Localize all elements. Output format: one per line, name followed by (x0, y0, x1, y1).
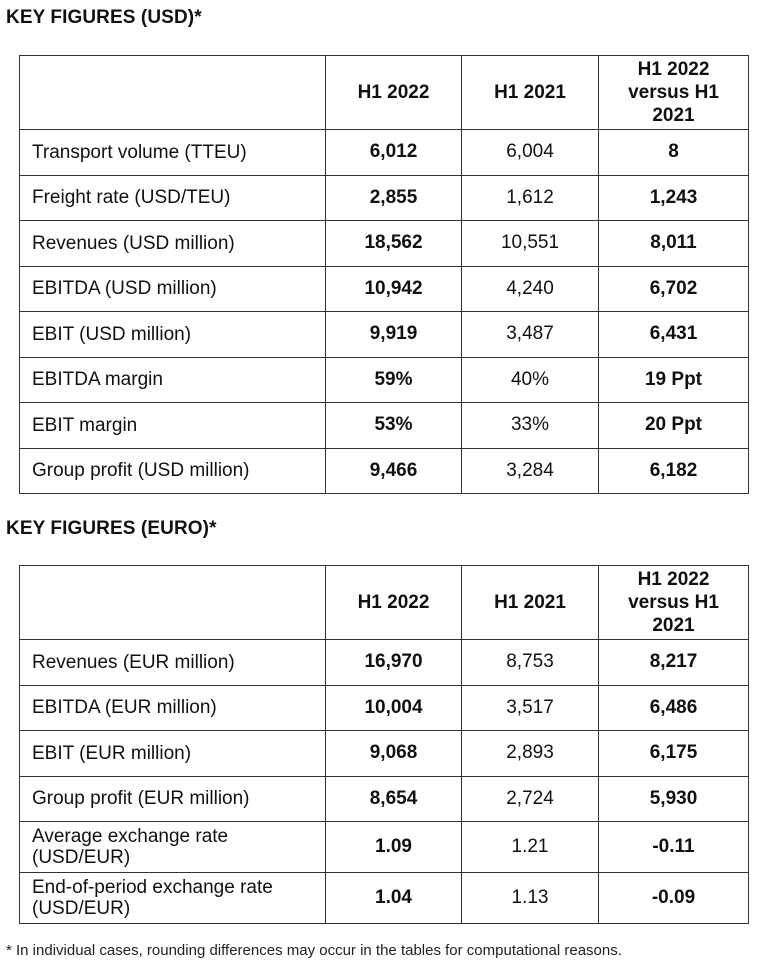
row-label: EBITDA (EUR million) (19, 684, 326, 731)
value-change: 6,486 (598, 684, 749, 731)
table-row: EBIT margin 53% 33% 20 Ppt (19, 402, 749, 449)
eur-section-title: KEY FIGURES (EURO)* (6, 518, 217, 539)
row-label-text: Average exchange rate (USD/EUR) (32, 826, 229, 868)
table-row: Group profit (EUR million) 8,654 2,724 5… (19, 775, 749, 822)
header-h1-2022: H1 2022 (325, 55, 462, 130)
row-label: EBITDA margin (19, 356, 326, 403)
table-row: Revenues (EUR million) 16,970 8,753 8,21… (19, 639, 749, 686)
table-row: EBITDA (USD million) 10,942 4,240 6,702 (19, 265, 749, 312)
header-h1-2021: H1 2021 (461, 565, 599, 640)
value-h1-2022: 9,068 (325, 730, 462, 777)
value-h1-2021: 3,487 (461, 311, 599, 358)
row-label: End-of-period exchange rate (USD/EUR) (19, 872, 326, 924)
value-h1-2021: 1.13 (461, 872, 599, 924)
header-empty-cell (19, 565, 326, 640)
row-label-text: End-of-period exchange rate (USD/EUR) (32, 877, 273, 919)
table-row: Freight rate (USD/TEU) 2,855 1,612 1,243 (19, 174, 749, 221)
table-row: EBITDA margin 59% 40% 19 Ppt (19, 356, 749, 403)
row-label: Average exchange rate (USD/EUR) (19, 821, 326, 873)
row-label: Group profit (USD million) (19, 447, 326, 494)
footnote: * In individual cases, rounding differen… (6, 942, 622, 959)
row-label: EBITDA (USD million) (19, 265, 326, 312)
value-change: 6,175 (598, 730, 749, 777)
value-h1-2021: 1,612 (461, 174, 599, 221)
value-change: 20 Ppt (598, 402, 749, 449)
header-change: H1 2022 versus H1 2021 (598, 565, 749, 640)
table-row: Transport volume (TTEU) 6,012 6,004 8 (19, 129, 749, 176)
value-change: 5,930 (598, 775, 749, 822)
header-change-text: H1 2022 versus H1 2021 (628, 569, 719, 636)
row-label: Revenues (EUR million) (19, 639, 326, 686)
value-change: 1,243 (598, 174, 749, 221)
value-h1-2022: 18,562 (325, 220, 462, 267)
table-row: EBIT (USD million) 9,919 3,487 6,431 (19, 311, 749, 358)
row-label: EBIT (USD million) (19, 311, 326, 358)
value-h1-2022: 53% (325, 402, 462, 449)
value-change: 6,182 (598, 447, 749, 494)
value-h1-2022: 10,942 (325, 265, 462, 312)
value-h1-2022: 16,970 (325, 639, 462, 686)
header-h1-2022: H1 2022 (325, 565, 462, 640)
value-h1-2021: 10,551 (461, 220, 599, 267)
value-h1-2022: 9,919 (325, 311, 462, 358)
header-empty-cell (19, 55, 326, 130)
value-h1-2022: 8,654 (325, 775, 462, 822)
usd-key-figures-table: H1 2022 H1 2021 H1 2022 versus H1 2021 T… (19, 55, 749, 494)
eur-key-figures-table: H1 2022 H1 2021 H1 2022 versus H1 2021 R… (19, 565, 749, 924)
value-h1-2022: 10,004 (325, 684, 462, 731)
value-change: -0.11 (598, 821, 749, 873)
table-row: Group profit (USD million) 9,466 3,284 6… (19, 447, 749, 494)
row-label: Freight rate (USD/TEU) (19, 174, 326, 221)
table-header-row: H1 2022 H1 2021 H1 2022 versus H1 2021 (19, 55, 749, 130)
value-h1-2022: 9,466 (325, 447, 462, 494)
value-h1-2021: 40% (461, 356, 599, 403)
table-row: EBIT (EUR million) 9,068 2,893 6,175 (19, 730, 749, 777)
value-change: 8,217 (598, 639, 749, 686)
row-label: Transport volume (TTEU) (19, 129, 326, 176)
value-h1-2022: 2,855 (325, 174, 462, 221)
table-header-row: H1 2022 H1 2021 H1 2022 versus H1 2021 (19, 565, 749, 640)
value-h1-2022: 59% (325, 356, 462, 403)
value-h1-2022: 6,012 (325, 129, 462, 176)
value-h1-2021: 2,893 (461, 730, 599, 777)
value-h1-2022: 1.09 (325, 821, 462, 873)
value-h1-2021: 3,284 (461, 447, 599, 494)
value-h1-2022: 1.04 (325, 872, 462, 924)
value-change: 8 (598, 129, 749, 176)
header-h1-2021: H1 2021 (461, 55, 599, 130)
row-label: Revenues (USD million) (19, 220, 326, 267)
value-change: 19 Ppt (598, 356, 749, 403)
row-label: Group profit (EUR million) (19, 775, 326, 822)
row-label: EBIT (EUR million) (19, 730, 326, 777)
header-change: H1 2022 versus H1 2021 (598, 55, 749, 130)
value-h1-2021: 6,004 (461, 129, 599, 176)
header-change-text: H1 2022 versus H1 2021 (628, 59, 719, 126)
table-row: Average exchange rate (USD/EUR) 1.09 1.2… (19, 821, 749, 873)
table-row: End-of-period exchange rate (USD/EUR) 1.… (19, 872, 749, 924)
value-h1-2021: 33% (461, 402, 599, 449)
value-h1-2021: 3,517 (461, 684, 599, 731)
value-h1-2021: 2,724 (461, 775, 599, 822)
row-label: EBIT margin (19, 402, 326, 449)
table-row: Revenues (USD million) 18,562 10,551 8,0… (19, 220, 749, 267)
value-change: 6,702 (598, 265, 749, 312)
usd-section-title: KEY FIGURES (USD)* (6, 7, 202, 28)
table-row: EBITDA (EUR million) 10,004 3,517 6,486 (19, 684, 749, 731)
value-change: -0.09 (598, 872, 749, 924)
value-change: 6,431 (598, 311, 749, 358)
value-h1-2021: 4,240 (461, 265, 599, 312)
value-h1-2021: 1.21 (461, 821, 599, 873)
value-change: 8,011 (598, 220, 749, 267)
value-h1-2021: 8,753 (461, 639, 599, 686)
